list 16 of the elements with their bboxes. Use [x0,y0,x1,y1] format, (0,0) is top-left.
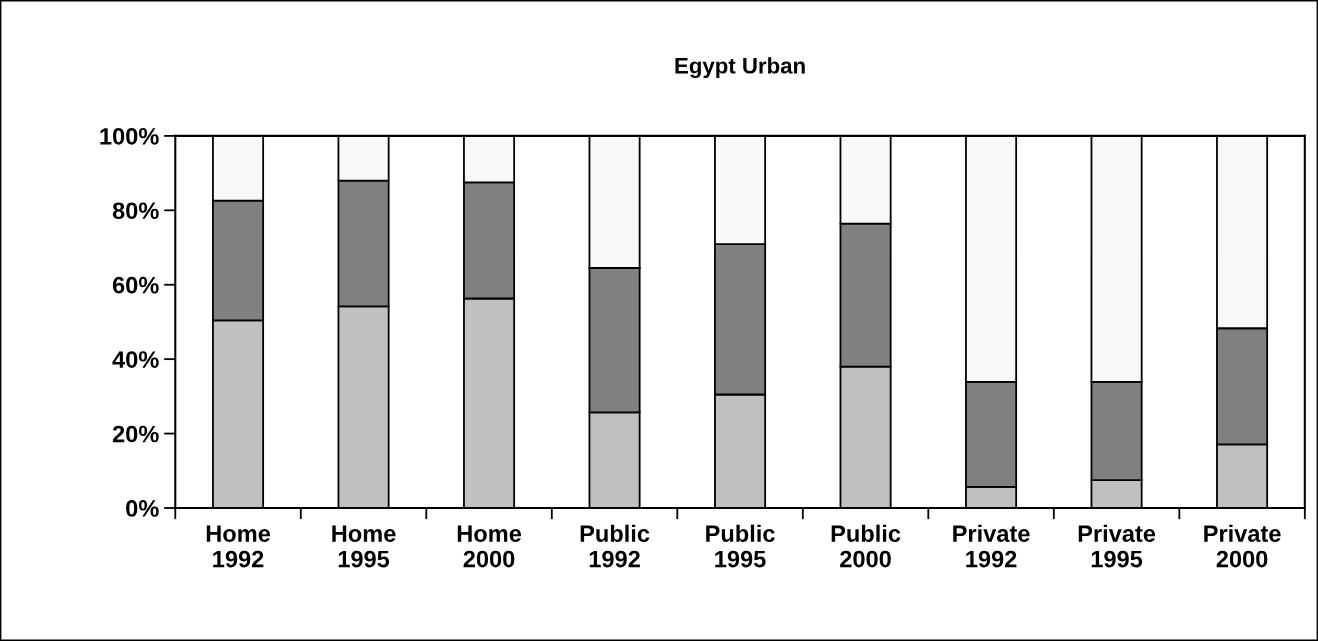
x-tick-label: Private 1992 [953,524,1030,568]
x-tick-label: Home 1992 [206,525,271,568]
x-tick-label: Private 1995 [1078,524,1156,568]
y-tick-label: 40% [112,351,159,368]
x-tick-label: Private 2000 [1204,524,1281,568]
y-tick-label: 80% [112,202,159,220]
x-tick-label: Public 1995 [706,524,775,568]
x-tick-label: Public 1992 [580,524,650,568]
x-tick-label: Public 2000 [831,524,901,568]
chart-title: Egypt Urban [675,57,805,79]
y-tick-label: 20% [112,425,159,443]
y-tick-label: 100% [100,127,159,145]
y-tick-label: 0% [126,500,159,517]
y-tick-label: 60% [112,276,159,294]
x-tick-label: Home 2000 [457,525,522,568]
x-tick-label: Home 1995 [332,525,396,568]
